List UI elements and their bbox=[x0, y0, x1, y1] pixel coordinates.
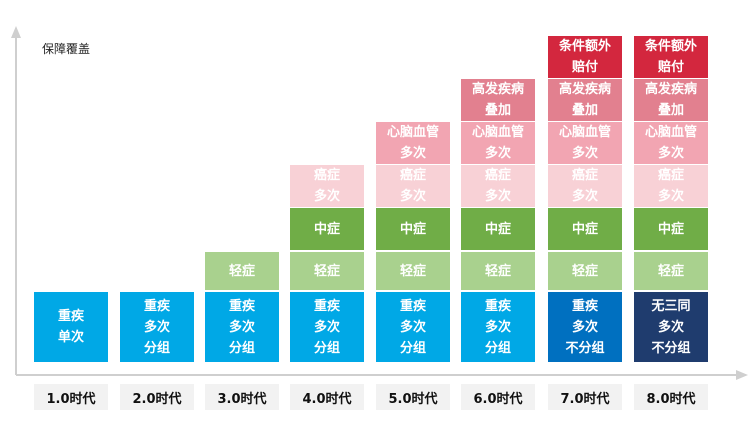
block-heart: 心脑血管 多次 bbox=[634, 122, 708, 164]
block-base: 重疾 多次 分组 bbox=[205, 292, 279, 362]
block-mid: 中症 bbox=[634, 208, 708, 250]
block-high: 高发疾病 叠加 bbox=[461, 79, 535, 121]
block-extra: 条件额外 赔付 bbox=[548, 36, 622, 78]
block-light: 轻症 bbox=[290, 252, 364, 290]
block-mid: 中症 bbox=[461, 208, 535, 250]
era-label: 8.0时代 bbox=[634, 384, 708, 410]
block-cancer: 癌症 多次 bbox=[548, 165, 622, 207]
block-mid: 中症 bbox=[290, 208, 364, 250]
block-base: 重疾 多次 分组 bbox=[461, 292, 535, 362]
era-label: 6.0时代 bbox=[461, 384, 535, 410]
block-cancer: 癌症 多次 bbox=[634, 165, 708, 207]
block-light: 轻症 bbox=[461, 252, 535, 290]
era-label: 4.0时代 bbox=[290, 384, 364, 410]
block-mid: 中症 bbox=[376, 208, 450, 250]
block-base: 重疾 多次 分组 bbox=[120, 292, 194, 362]
block-heart: 心脑血管 多次 bbox=[376, 122, 450, 164]
block-light: 轻症 bbox=[376, 252, 450, 290]
block-mid: 中症 bbox=[548, 208, 622, 250]
block-base: 重疾 单次 bbox=[34, 292, 108, 362]
block-heart: 心脑血管 多次 bbox=[548, 122, 622, 164]
era-label: 1.0时代 bbox=[34, 384, 108, 410]
era-label: 3.0时代 bbox=[205, 384, 279, 410]
block-cancer: 癌症 多次 bbox=[461, 165, 535, 207]
block-light: 轻症 bbox=[634, 252, 708, 290]
era-label: 5.0时代 bbox=[376, 384, 450, 410]
era-label: 7.0时代 bbox=[548, 384, 622, 410]
block-light: 轻症 bbox=[205, 252, 279, 290]
block-base: 重疾 多次 分组 bbox=[290, 292, 364, 362]
block-light: 轻症 bbox=[548, 252, 622, 290]
era-label: 2.0时代 bbox=[120, 384, 194, 410]
axis-title: 保障覆盖 bbox=[42, 42, 91, 56]
block-extra: 条件额外 赔付 bbox=[634, 36, 708, 78]
block-heart: 心脑血管 多次 bbox=[461, 122, 535, 164]
block-base: 重疾 多次 分组 bbox=[376, 292, 450, 362]
block-high: 高发疾病 叠加 bbox=[548, 79, 622, 121]
block-base: 重疾 多次 不分组 bbox=[548, 292, 622, 362]
block-high: 高发疾病 叠加 bbox=[634, 79, 708, 121]
block-cancer: 癌症 多次 bbox=[290, 165, 364, 207]
block-base: 无三同 多次 不分组 bbox=[634, 292, 708, 362]
block-cancer: 癌症 多次 bbox=[376, 165, 450, 207]
